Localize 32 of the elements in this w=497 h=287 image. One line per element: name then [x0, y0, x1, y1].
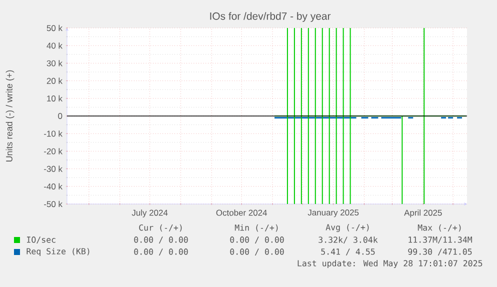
x-tick-label: July 2024 [132, 210, 168, 218]
legend-label: Req Size (KB) [26, 248, 90, 256]
y-tick-label: 0 [58, 113, 62, 119]
text: 0.00 / 0.00 [134, 248, 188, 256]
text: 11.37M/11.34M [408, 236, 472, 244]
text: 0.00 / 0.00 [230, 236, 284, 244]
text: 5.41 / 4.55 [321, 248, 375, 256]
legend-label: IO/sec [27, 236, 56, 244]
text: 0.00 / 0.00 [230, 248, 284, 256]
y-tick-label: 50 k [46, 24, 62, 32]
y-tick-label: -40 k [44, 183, 62, 190]
y-tick-label: -10 k [44, 130, 62, 137]
y-tick-label: 20 k [46, 78, 62, 84]
text: Min (-/+) [234, 224, 278, 232]
x-tick-label: January 2025 [308, 210, 359, 218]
y-tick-label: 10 k [47, 95, 62, 102]
y-tick-label: 40 k [46, 42, 62, 49]
text: Last update: Wed May 28 17:01:07 2025 [298, 260, 482, 268]
text: Cur (-/+) [139, 224, 182, 232]
y-tick-label: -20 k [44, 148, 62, 154]
text: 3.32k/ 3.04k [318, 236, 378, 244]
chart-title: IOs for /dev/rbd7 - by year [210, 12, 331, 22]
text: Max (-/+) [418, 224, 461, 232]
y-tick-label: -30 k [44, 166, 62, 172]
x-tick-label: October 2024 [216, 210, 267, 216]
y-tick-label: -50 k [44, 200, 62, 208]
y-tick-label: 30 k [46, 60, 62, 66]
text: Avg (-/+) [326, 224, 369, 232]
text: 99.30 /471.05 [408, 248, 472, 256]
x-tick-label: April 2025 [404, 210, 442, 218]
text: 0.00 / 0.00 [134, 236, 188, 244]
y-axis-title: Units read (-) / write (+) [6, 70, 14, 162]
